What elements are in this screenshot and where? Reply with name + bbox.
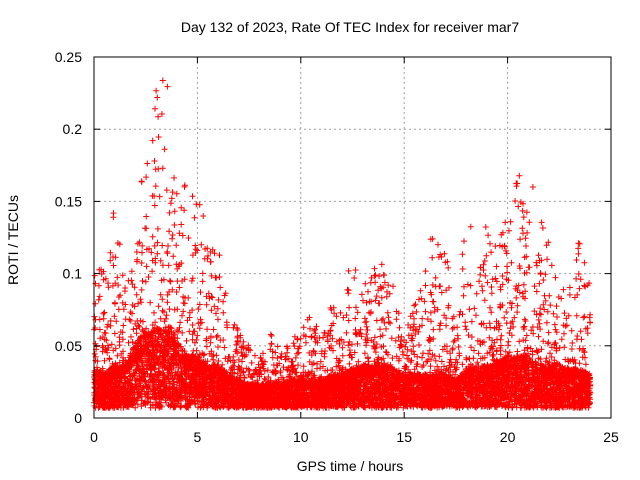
x-tick-label: 0 bbox=[90, 429, 98, 445]
y-tick-label: 0.15 bbox=[55, 193, 82, 209]
x-tick-label: 25 bbox=[603, 429, 619, 445]
y-tick-label: 0.2 bbox=[63, 121, 83, 137]
roti-points bbox=[91, 77, 594, 411]
y-tick-label: 0.1 bbox=[63, 266, 83, 282]
x-tick-label: 15 bbox=[396, 429, 412, 445]
x-tick-label: 10 bbox=[293, 429, 309, 445]
chart-title: Day 132 of 2023, Rate Of TEC Index for r… bbox=[181, 19, 519, 35]
data-points bbox=[91, 77, 594, 411]
y-axis-label: ROTI / TECUs bbox=[5, 195, 21, 285]
y-tick-label: 0.05 bbox=[55, 338, 82, 354]
y-tick-label: 0 bbox=[74, 410, 82, 426]
x-axis-label: GPS time / hours bbox=[297, 458, 404, 474]
y-tick-label: 0.25 bbox=[55, 49, 82, 65]
x-tick-label: 20 bbox=[500, 429, 516, 445]
axis-ticks: 0 5 10 15 20 25 0 0.05 0.1 0.15 0.2 0.25 bbox=[55, 49, 619, 445]
plot-frame bbox=[93, 56, 612, 419]
x-tick-label: 5 bbox=[194, 429, 202, 445]
